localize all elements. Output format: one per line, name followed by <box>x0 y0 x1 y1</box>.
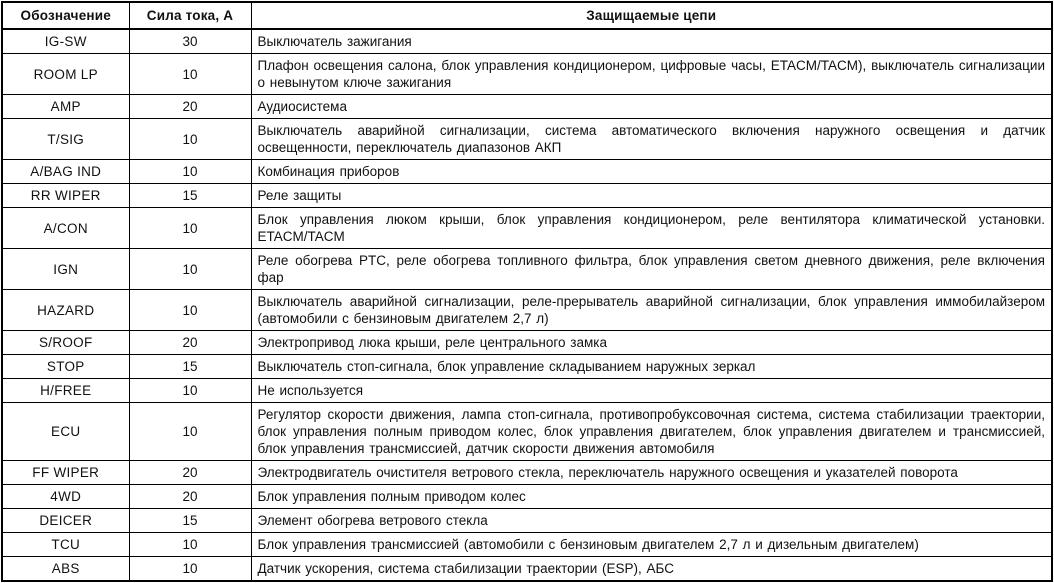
table-row: DEICER 15 Элемент обогрева ветрового сте… <box>1 508 1053 533</box>
amperage-cell: 10 <box>128 378 252 403</box>
table-row: A/BAG IND 10 Комбинация приборов <box>1 159 1053 184</box>
header-amperage: Сила тока, А <box>128 1 252 30</box>
designation-cell: ROOM LP <box>1 53 130 95</box>
circuits-cell: Реле защиты <box>250 183 1053 208</box>
circuits-cell: Электродвигатель очистителя ветрового ст… <box>250 460 1053 485</box>
designation-cell: IGN <box>1 248 130 290</box>
amperage-cell: 20 <box>128 484 252 509</box>
table-row: H/FREE 10 Не используется <box>1 378 1053 403</box>
table-row: TCU 10 Блок управления трансмиссией (авт… <box>1 532 1053 557</box>
designation-cell: DEICER <box>1 508 130 533</box>
amperage-cell: 30 <box>128 28 252 54</box>
table-row: IGN 10 Реле обогрева PTC, реле обогрева … <box>1 248 1053 290</box>
table-row: T/SIG 10 Выключатель аварийной сигнализа… <box>1 118 1053 160</box>
amperage-cell: 10 <box>128 289 252 331</box>
table-row: IG-SW 30 Выключатель зажигания <box>1 28 1053 54</box>
table-row: 4WD 20 Блок управления полным приводом к… <box>1 484 1053 509</box>
amperage-cell: 10 <box>128 556 252 582</box>
circuits-cell: Плафон освещения салона, блок управления… <box>250 53 1053 95</box>
amperage-cell: 15 <box>128 508 252 533</box>
designation-cell: ABS <box>1 556 130 582</box>
amperage-cell: 10 <box>128 53 252 95</box>
fuse-table-body: IG-SW 30 Выключатель зажигания ROOM LP 1… <box>1 28 1053 582</box>
table-row: RR WIPER 15 Реле защиты <box>1 183 1053 208</box>
circuits-cell: Реле обогрева PTC, реле обогрева топливн… <box>250 248 1053 290</box>
designation-cell: AMP <box>1 94 130 119</box>
designation-cell: T/SIG <box>1 118 130 160</box>
circuits-cell: Электропривод люка крыши, реле центральн… <box>250 330 1053 355</box>
circuits-cell: Выключатель зажигания <box>250 28 1053 54</box>
designation-cell: FF WIPER <box>1 460 130 485</box>
designation-cell: HAZARD <box>1 289 130 331</box>
header-designation: Обозначение <box>1 1 130 30</box>
header-row: Обозначение Сила тока, А Защищаемые цепи <box>1 1 1053 30</box>
circuits-cell: Выключатель аварийной сигнализации, сист… <box>250 118 1053 160</box>
designation-cell: A/CON <box>1 207 130 249</box>
circuits-cell: Регулятор скорости движения, лампа стоп-… <box>250 402 1053 461</box>
designation-cell: STOP <box>1 354 130 379</box>
amperage-cell: 10 <box>128 118 252 160</box>
table-row: AMP 20 Аудиосистема <box>1 94 1053 119</box>
table-row: ROOM LP 10 Плафон освещения салона, блок… <box>1 53 1053 95</box>
amperage-cell: 10 <box>128 207 252 249</box>
circuits-cell: Не используется <box>250 378 1053 403</box>
circuits-cell: Выключатель аварийной сигнализации, реле… <box>250 289 1053 331</box>
designation-cell: ECU <box>1 402 130 461</box>
table-row: STOP 15 Выключатель стоп-сигнала, блок у… <box>1 354 1053 379</box>
designation-cell: A/BAG IND <box>1 159 130 184</box>
designation-cell: S/ROOF <box>1 330 130 355</box>
amperage-cell: 20 <box>128 330 252 355</box>
circuits-cell: Датчик ускорения, система стабилизации т… <box>250 556 1053 582</box>
circuits-cell: Выключатель стоп-сигнала, блок управлени… <box>250 354 1053 379</box>
table-row: A/CON 10 Блок управления люком крыши, бл… <box>1 207 1053 249</box>
header-circuits: Защищаемые цепи <box>250 1 1053 30</box>
fuse-table-header: Обозначение Сила тока, А Защищаемые цепи <box>1 1 1053 30</box>
amperage-cell: 15 <box>128 354 252 379</box>
circuits-cell: Элемент обогрева ветрового стекла <box>250 508 1053 533</box>
table-row: S/ROOF 20 Электропривод люка крыши, реле… <box>1 330 1053 355</box>
amperage-cell: 10 <box>128 159 252 184</box>
amperage-cell: 15 <box>128 183 252 208</box>
circuits-cell: Комбинация приборов <box>250 159 1053 184</box>
amperage-cell: 20 <box>128 460 252 485</box>
designation-cell: H/FREE <box>1 378 130 403</box>
circuits-cell: Аудиосистема <box>250 94 1053 119</box>
table-row: ABS 10 Датчик ускорения, система стабили… <box>1 556 1053 582</box>
circuits-cell: Блок управления полным приводом колес <box>250 484 1053 509</box>
circuits-cell: Блок управления трансмиссией (автомобили… <box>250 532 1053 557</box>
table-row: HAZARD 10 Выключатель аварийной сигнализ… <box>1 289 1053 331</box>
amperage-cell: 10 <box>128 532 252 557</box>
amperage-cell: 10 <box>128 248 252 290</box>
designation-cell: IG-SW <box>1 28 130 54</box>
amperage-cell: 20 <box>128 94 252 119</box>
table-row: FF WIPER 20 Электродвигатель очистителя … <box>1 460 1053 485</box>
table-row: ECU 10 Регулятор скорости движения, ламп… <box>1 402 1053 461</box>
amperage-cell: 10 <box>128 402 252 461</box>
designation-cell: RR WIPER <box>1 183 130 208</box>
circuits-cell: Блок управления люком крыши, блок управл… <box>250 207 1053 249</box>
designation-cell: TCU <box>1 532 130 557</box>
designation-cell: 4WD <box>1 484 130 509</box>
